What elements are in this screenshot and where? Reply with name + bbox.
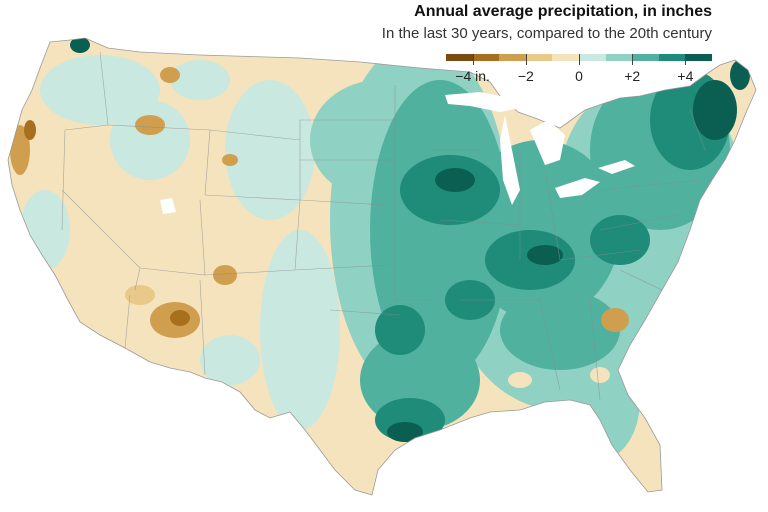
legend-tick	[472, 54, 474, 65]
legend-tick	[525, 54, 527, 65]
precip-region	[222, 154, 238, 166]
great-lakes	[160, 92, 635, 214]
precip-region	[527, 245, 563, 265]
precip-region	[200, 335, 260, 385]
map-subtitle: In the last 30 years, compared to the 20…	[381, 25, 712, 42]
precip-region	[730, 60, 750, 90]
legend-tick-label: −4 in.	[455, 68, 490, 84]
precip-region	[435, 168, 475, 192]
precip-region	[375, 305, 425, 355]
legend-tick	[579, 54, 580, 65]
map-title: Annual average precipitation, in inches	[414, 3, 712, 20]
legend-tick-label: 0	[575, 68, 583, 84]
legend-swatch	[579, 54, 606, 61]
legend-tick	[685, 54, 687, 65]
legend-tick-label: +4	[677, 68, 694, 84]
precip-region	[70, 38, 90, 53]
legend-swatch	[552, 54, 579, 61]
state-borders	[61, 51, 706, 401]
precip-region	[110, 100, 190, 180]
legend-swatch	[525, 54, 553, 61]
precip-region	[125, 285, 155, 305]
precip-region	[508, 372, 532, 388]
precip-region	[20, 190, 70, 270]
precip-region	[387, 422, 423, 442]
precip-region	[590, 215, 650, 265]
legend-swatch	[499, 54, 526, 61]
precip-region	[135, 115, 165, 135]
precip-region	[213, 265, 237, 285]
legend-swatch	[605, 54, 633, 61]
precip-region	[225, 80, 315, 220]
precip-region	[563, 402, 587, 418]
precip-region	[170, 310, 190, 326]
legend-swatch	[446, 54, 473, 61]
precip-region	[170, 60, 230, 100]
legend-swatch	[632, 54, 659, 61]
legend-tick-label: −2	[517, 68, 534, 84]
precip-region	[24, 120, 36, 140]
legend-tick	[632, 54, 634, 65]
precip-region	[693, 80, 737, 140]
color-legend: −4 in. −2 0 +2 +4	[446, 54, 712, 88]
precip-region	[590, 367, 610, 383]
precip-region	[10, 125, 30, 175]
precip-region	[260, 230, 340, 430]
precip-region	[500, 290, 620, 370]
legend-swatch	[685, 54, 712, 61]
legend-swatch	[472, 54, 500, 61]
legend-tick-label: +2	[624, 68, 641, 84]
precip-region	[160, 67, 180, 83]
us-outline	[7, 37, 757, 496]
precip-region	[65, 322, 85, 338]
precip-region	[601, 308, 629, 332]
legend-swatch	[658, 54, 686, 61]
